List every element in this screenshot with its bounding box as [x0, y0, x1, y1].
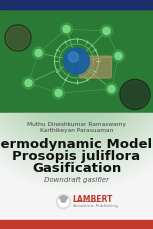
- Circle shape: [115, 53, 122, 60]
- Bar: [0, 0, 153, 10]
- Bar: [0, 10, 153, 114]
- Text: Academic Publishing: Academic Publishing: [73, 203, 118, 207]
- Bar: [0, 114, 153, 220]
- Text: Downdraft gasifier: Downdraft gasifier: [44, 177, 109, 183]
- Circle shape: [101, 26, 112, 38]
- Circle shape: [61, 197, 66, 202]
- Text: Thermodynamic Model of: Thermodynamic Model of: [0, 137, 153, 150]
- Text: Prosopis juliflora: Prosopis juliflora: [12, 149, 141, 162]
- Bar: [0, 220, 153, 229]
- Circle shape: [6, 27, 30, 51]
- Circle shape: [112, 51, 125, 63]
- Circle shape: [25, 80, 32, 87]
- Circle shape: [63, 49, 90, 75]
- Circle shape: [63, 26, 70, 33]
- Circle shape: [120, 80, 150, 110]
- Text: Gasification: Gasification: [32, 161, 121, 174]
- Circle shape: [22, 78, 34, 90]
- Circle shape: [58, 197, 69, 207]
- Text: Karthikeyan Parasuaman: Karthikeyan Parasuaman: [40, 127, 113, 132]
- Circle shape: [32, 48, 45, 60]
- Circle shape: [65, 197, 67, 199]
- Circle shape: [121, 81, 149, 109]
- Circle shape: [60, 197, 62, 199]
- Circle shape: [69, 53, 78, 63]
- Circle shape: [56, 195, 71, 209]
- Circle shape: [5, 26, 31, 52]
- Circle shape: [60, 24, 73, 36]
- Circle shape: [35, 50, 42, 57]
- Circle shape: [62, 196, 65, 198]
- Circle shape: [52, 88, 65, 100]
- Text: Muthu Dineshkumar Ramaswamy: Muthu Dineshkumar Ramaswamy: [27, 121, 126, 126]
- Circle shape: [55, 90, 62, 97]
- Text: LAMBERT: LAMBERT: [73, 194, 113, 203]
- Circle shape: [106, 84, 118, 95]
- Circle shape: [108, 86, 115, 93]
- FancyBboxPatch shape: [80, 57, 112, 79]
- Circle shape: [103, 28, 110, 35]
